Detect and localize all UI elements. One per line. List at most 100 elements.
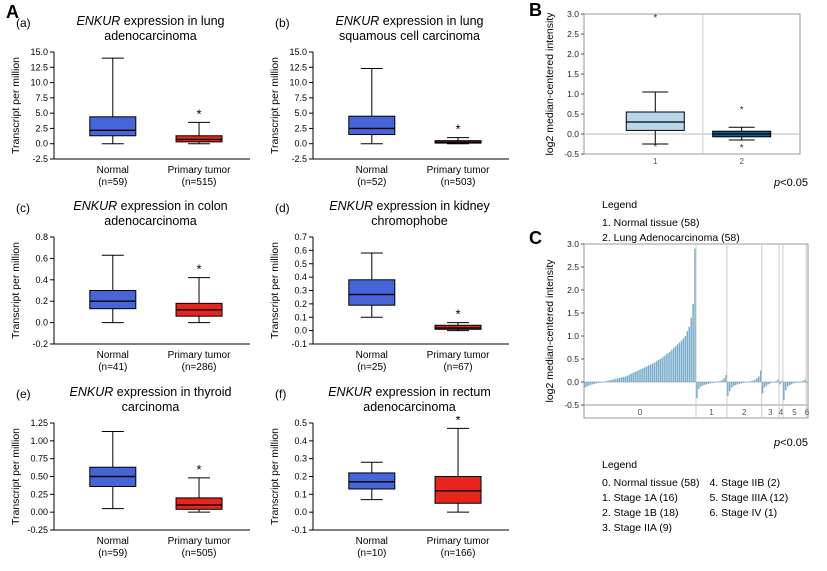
x-group-label: Primary tumor bbox=[427, 350, 490, 361]
bar bbox=[630, 373, 633, 382]
panel-c-legend-columns: 0. Normal tissue (58) 1. Stage 1A (16) 2… bbox=[602, 476, 824, 536]
bar bbox=[790, 382, 793, 385]
bar bbox=[785, 382, 787, 391]
outlier-mark: * bbox=[653, 13, 657, 24]
stage-group-label: 2 bbox=[742, 408, 747, 417]
subplot-b: (b) ENKUR expression in lung squamous ce… bbox=[267, 14, 522, 197]
x-group-label: Primary tumor bbox=[168, 350, 231, 361]
bar bbox=[653, 362, 656, 382]
y-tick-label: 7.5 bbox=[35, 93, 48, 103]
panel-b: 3.0 2.5 2.0 1.5 1.0 0.5 0.0 -0.5 log2 median-cen… bbox=[542, 6, 824, 246]
bar bbox=[742, 382, 745, 383]
panel-c: 3.0 2.5 2.0 1.5 1.0 0.5 0.0 -0.5 log2 median-cen… bbox=[542, 236, 824, 536]
boxplot-a-chart: 15.0 12.5 10.0 7.5 5.0 2.5 0.0 -2.5 Transcript p… bbox=[10, 47, 250, 188]
x-group-sublabel: (n=10) bbox=[357, 548, 386, 559]
bar bbox=[696, 382, 698, 399]
gene-name: ENKUR bbox=[329, 199, 374, 214]
panel-b-chart: 3.0 2.5 2.0 1.5 1.0 0.5 0.0 -0.5 log2 median-cen… bbox=[544, 9, 801, 166]
x-group-label: Primary tumor bbox=[427, 165, 490, 176]
x-group-sublabel: (n=505) bbox=[182, 548, 217, 559]
bar bbox=[638, 370, 640, 382]
y-tick-label: 0.1 bbox=[294, 313, 307, 323]
bar bbox=[758, 376, 760, 382]
bars-group-3 bbox=[761, 379, 779, 394]
bar bbox=[591, 382, 594, 385]
y-tick-label: 1.5 bbox=[567, 308, 579, 318]
bar bbox=[605, 381, 607, 382]
bar bbox=[676, 344, 679, 382]
bar bbox=[698, 382, 700, 389]
subplot-c-header: (c) ENKUR expression in colon adenocarci… bbox=[8, 199, 263, 230]
y-tick-label: 0.6 bbox=[294, 246, 307, 256]
boxplot-f-chart: 0.5 0.4 0.3 0.2 0.1 0.0 -0.1 Transcript per mil… bbox=[269, 416, 509, 559]
x-group-label: 2 bbox=[739, 157, 744, 166]
y-tick-label: 0.5 bbox=[567, 109, 579, 119]
x-group-label: Normal bbox=[97, 536, 129, 547]
box-normal bbox=[89, 290, 137, 310]
subplot-c: (c) ENKUR expression in colon adenocarci… bbox=[8, 199, 263, 382]
bar bbox=[667, 353, 669, 382]
stage-group-label: 1 bbox=[709, 408, 714, 417]
subplot-e-header: (e) ENKUR expression in thyroid carcinom… bbox=[8, 385, 263, 416]
panel-a: (a) ENKUR expression in lung adenocarcin… bbox=[8, 14, 522, 568]
y-axis-title: Transcript per million bbox=[10, 242, 22, 339]
panel-b-legend: Legend 1. Normal tissue (58) 2. Lung Ade… bbox=[602, 198, 824, 246]
y-tick-label: 0.25 bbox=[30, 489, 48, 499]
pvalue-p: p bbox=[774, 437, 781, 449]
bar bbox=[729, 382, 731, 392]
x-group-label: Normal bbox=[356, 350, 388, 361]
subplot-e-tag: (e) bbox=[16, 386, 31, 401]
bar bbox=[796, 382, 799, 383]
x-group-label: Normal bbox=[356, 165, 388, 176]
legend-item-stage-5: 5. Stage IIIA (12) bbox=[709, 492, 789, 504]
bar bbox=[700, 382, 702, 387]
bar bbox=[719, 381, 721, 382]
y-tick-label: 0.0 bbox=[567, 129, 579, 139]
bar bbox=[669, 351, 671, 382]
y-tick-label: 0.0 bbox=[294, 507, 307, 517]
bar bbox=[781, 381, 783, 382]
bar bbox=[684, 336, 687, 382]
subplot-f-title: ENKUR expression in rectum adenocarcinom… bbox=[297, 385, 522, 415]
significance-star: * bbox=[197, 106, 202, 121]
y-tick-label: 15.0 bbox=[30, 47, 48, 57]
panel-c-legend: Legend 0. Normal tissue (58) 1. Stage 1A… bbox=[602, 458, 824, 536]
bar bbox=[615, 378, 617, 382]
significance-star: * bbox=[197, 462, 202, 477]
subplot-d-title: ENKUR expression in kidney chromophobe bbox=[297, 199, 522, 229]
subplot-d: (d) ENKUR expression in kidney chromopho… bbox=[267, 199, 522, 382]
bar bbox=[777, 379, 779, 382]
bar bbox=[622, 376, 625, 382]
bar bbox=[588, 382, 590, 386]
gene-name: ENKUR bbox=[69, 384, 114, 399]
y-axis-title: log2 median-centered intensity bbox=[544, 12, 556, 156]
bar bbox=[688, 326, 690, 382]
y-tick-label: 2.5 bbox=[567, 262, 579, 272]
y-tick-label: -0.2 bbox=[32, 339, 48, 349]
box-normal bbox=[348, 472, 396, 490]
legend-item-stage-1: 1. Stage 1A (16) bbox=[602, 492, 678, 504]
bar bbox=[657, 359, 660, 382]
bar bbox=[767, 382, 770, 385]
x-group-label: Normal bbox=[97, 350, 129, 361]
bars-group-0 bbox=[584, 248, 696, 388]
y-tick-label: 0.0 bbox=[35, 318, 48, 328]
bar bbox=[644, 367, 646, 382]
subplot-b-title-rest: expression in lung squamous cell carcino… bbox=[338, 14, 484, 43]
bar bbox=[794, 382, 797, 383]
bar bbox=[665, 354, 667, 382]
y-tick-label: 0.0 bbox=[294, 326, 307, 336]
bar bbox=[734, 382, 737, 386]
x-group-sublabel: (n=166) bbox=[441, 548, 476, 559]
bar bbox=[763, 382, 766, 388]
significance-star: * bbox=[456, 416, 461, 427]
bar bbox=[775, 381, 777, 382]
stage-group-label: 5 bbox=[792, 408, 797, 417]
legend-item-stage-4: 4. Stage IIB (2) bbox=[709, 477, 781, 489]
y-tick-label: 1.5 bbox=[567, 69, 579, 79]
subplot-d-header: (d) ENKUR expression in kidney chromopho… bbox=[267, 199, 522, 230]
subplot-a-title-rest: expression in lung adenocarcinoma bbox=[104, 14, 225, 43]
bar bbox=[636, 370, 638, 382]
y-tick-label: 0.2 bbox=[294, 471, 307, 481]
subplot-d-tag: (d) bbox=[275, 201, 290, 216]
